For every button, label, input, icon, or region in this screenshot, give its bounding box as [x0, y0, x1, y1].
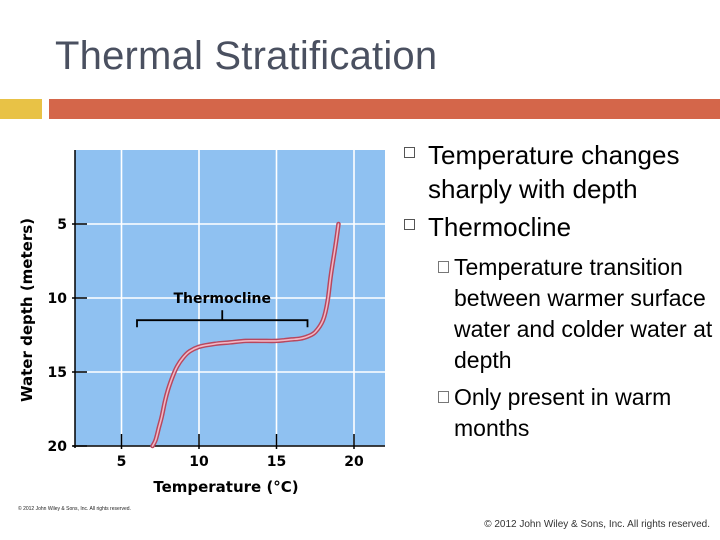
accent-bar	[49, 99, 720, 119]
square-bullet-icon	[404, 219, 415, 230]
y-tick-label: 20	[48, 439, 68, 455]
ticks: 5 10 15 20 5 10 15 20	[48, 217, 364, 470]
y-tick-label: 10	[48, 291, 68, 307]
thermocline-chart: 5 10 15 20 5 10 15 20 Temperature (°C) Water de…	[18, 150, 385, 496]
bracket	[136, 319, 309, 328]
y-axis-label: Water depth (meters)	[18, 218, 36, 402]
x-tick-label: 20	[344, 454, 364, 470]
sub-bullet-text: Only present in warm months	[454, 384, 672, 441]
sub-bullet-item: Temperature transition between warmer su…	[398, 252, 716, 376]
figure-credit: © 2012 John Wiley & Sons, Inc. All right…	[18, 506, 131, 512]
bullet-text: Thermocline	[428, 212, 572, 242]
accent-square	[0, 99, 42, 119]
sub-bullet-item: Only present in warm months	[398, 382, 716, 444]
square-bullet-icon	[404, 147, 415, 158]
temperature-profile-line	[151, 223, 340, 447]
bullet-item: Thermocline	[398, 210, 716, 244]
axes	[73, 150, 385, 448]
x-tick-label: 5	[117, 454, 127, 470]
y-tick-label: 5	[57, 217, 67, 233]
slide-title: Thermal Stratification	[55, 34, 438, 78]
square-bullet-icon	[438, 391, 449, 403]
x-tick-label: 10	[189, 454, 209, 470]
bullet-item: Temperature changes sharply with depth	[398, 138, 716, 206]
square-bullet-icon	[438, 261, 449, 273]
annotation-label: Thermocline	[174, 291, 271, 307]
bullet-list: Temperature changes sharply with depth T…	[398, 138, 716, 444]
x-tick-label: 15	[267, 454, 286, 470]
bullet-text: Temperature changes sharply with depth	[428, 140, 680, 204]
sub-bullet-text: Temperature transition between warmer su…	[454, 254, 713, 373]
x-axis-label: Temperature (°C)	[153, 478, 298, 496]
copyright-footer: © 2012 John Wiley & Sons, Inc. All right…	[484, 519, 710, 530]
y-tick-label: 15	[48, 365, 67, 381]
thermocline-annotation: Thermocline	[136, 291, 309, 328]
